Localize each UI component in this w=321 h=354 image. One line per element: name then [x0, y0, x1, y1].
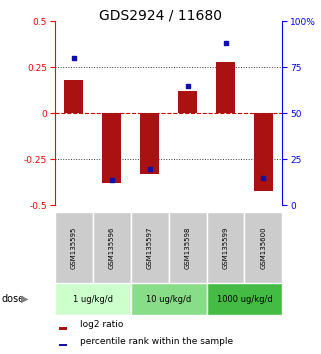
Text: dose: dose: [2, 294, 25, 304]
Text: 10 ug/kg/d: 10 ug/kg/d: [146, 295, 191, 304]
Point: [185, 83, 190, 88]
Bar: [64, 80, 83, 113]
Point: [261, 175, 266, 181]
Bar: [140, 113, 159, 174]
Bar: [206, 212, 245, 283]
Bar: [59, 343, 67, 346]
Bar: [55, 212, 92, 283]
Bar: [254, 113, 273, 190]
Text: GSM135595: GSM135595: [71, 227, 77, 269]
Bar: [169, 212, 206, 283]
Point: [71, 55, 76, 61]
Bar: [178, 91, 197, 113]
Text: log2 ratio: log2 ratio: [80, 320, 123, 330]
Point: [223, 40, 228, 46]
Bar: [131, 212, 169, 283]
Point: [109, 177, 114, 182]
Bar: [102, 113, 121, 183]
Text: GDS2924 / 11680: GDS2924 / 11680: [99, 9, 222, 23]
Point: [147, 166, 152, 171]
Text: GSM135600: GSM135600: [260, 227, 266, 269]
Bar: [216, 62, 235, 113]
Bar: [92, 212, 131, 283]
Bar: [59, 327, 67, 330]
Text: ▶: ▶: [21, 294, 28, 304]
Text: percentile rank within the sample: percentile rank within the sample: [80, 337, 233, 346]
Text: GSM135598: GSM135598: [185, 227, 191, 269]
Bar: [131, 283, 206, 315]
Bar: [206, 283, 282, 315]
Text: GSM135597: GSM135597: [146, 227, 152, 269]
Text: GSM135596: GSM135596: [108, 227, 115, 269]
Text: GSM135599: GSM135599: [222, 227, 229, 269]
Text: 1000 ug/kg/d: 1000 ug/kg/d: [217, 295, 273, 304]
Bar: [245, 212, 282, 283]
Text: 1 ug/kg/d: 1 ug/kg/d: [73, 295, 113, 304]
Bar: [55, 283, 131, 315]
